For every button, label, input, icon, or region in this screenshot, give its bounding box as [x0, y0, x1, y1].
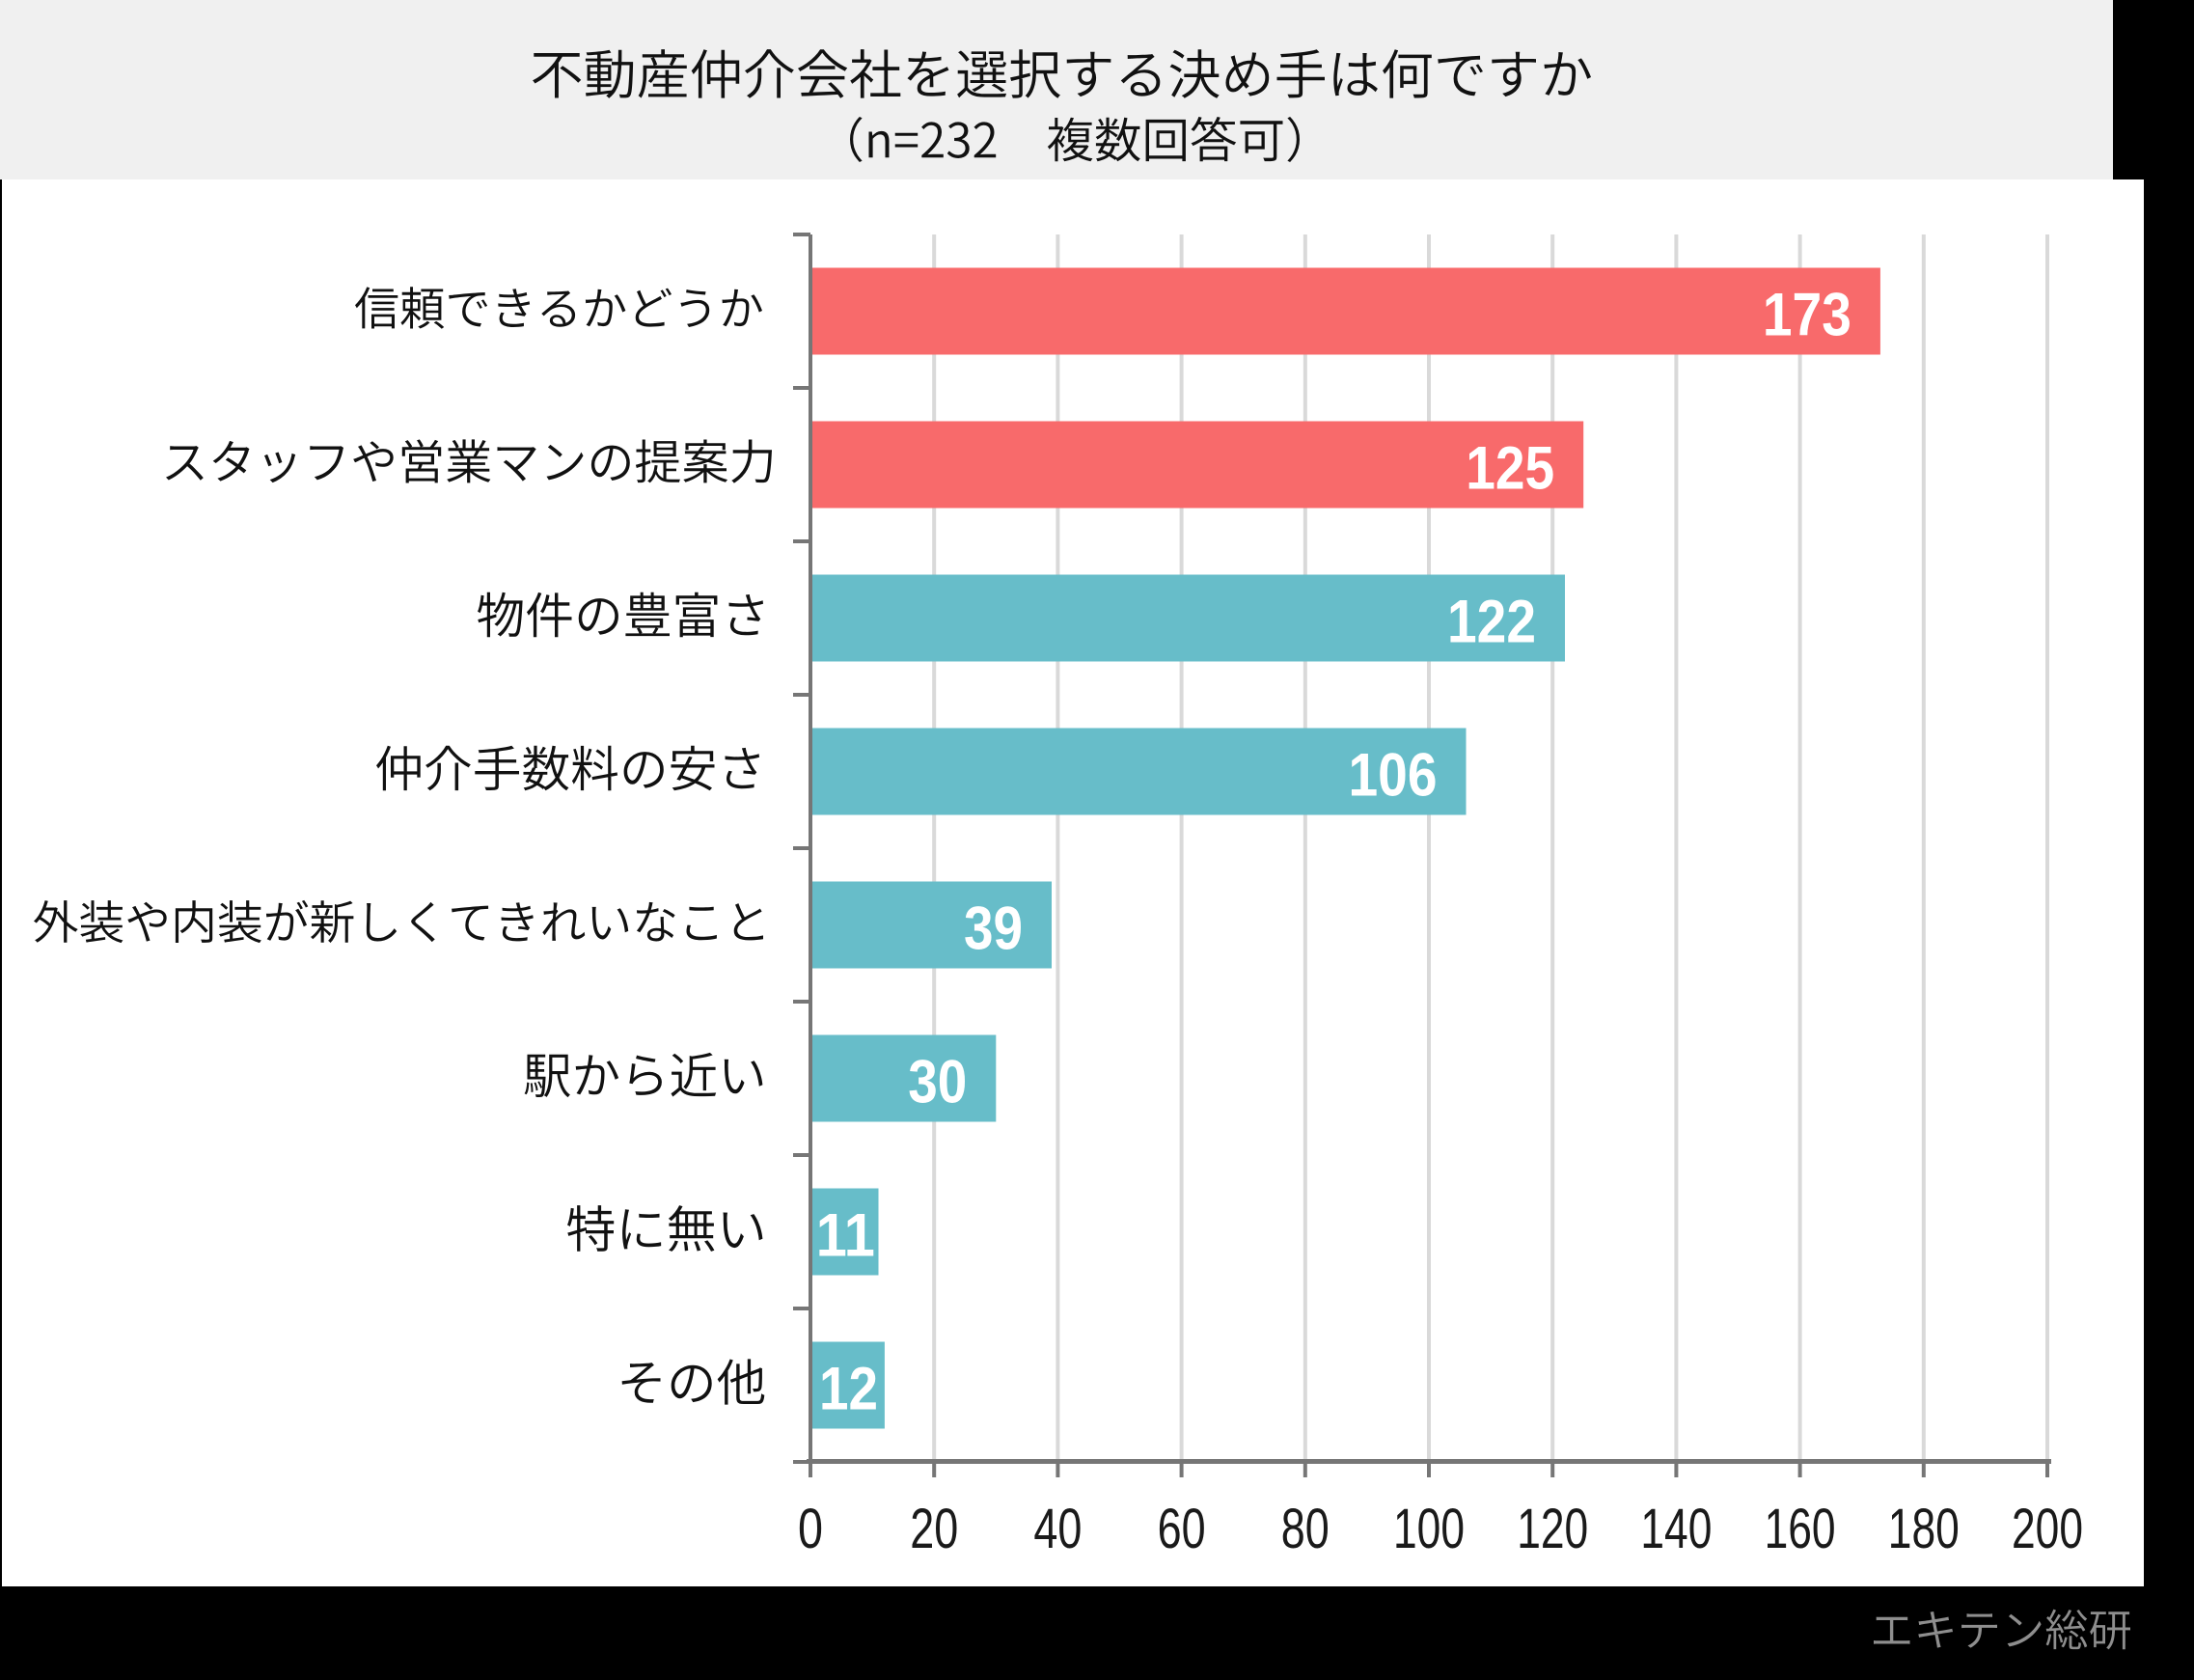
svg-text:11: 11 — [816, 1202, 875, 1270]
svg-text:173: 173 — [1763, 282, 1851, 349]
svg-text:160: 160 — [1765, 1498, 1836, 1560]
svg-text:39: 39 — [964, 895, 1023, 963]
svg-text:180: 180 — [1888, 1498, 1960, 1560]
svg-text:120: 120 — [1517, 1498, 1588, 1560]
svg-text:0: 0 — [798, 1498, 823, 1560]
svg-text:100: 100 — [1393, 1498, 1465, 1560]
svg-text:80: 80 — [1281, 1498, 1330, 1560]
svg-text:30: 30 — [908, 1049, 967, 1116]
svg-text:200: 200 — [2012, 1498, 2083, 1560]
svg-text:60: 60 — [1158, 1498, 1206, 1560]
svg-text:122: 122 — [1447, 589, 1536, 656]
svg-text:12: 12 — [819, 1356, 878, 1423]
svg-text:106: 106 — [1349, 742, 1438, 810]
svg-text:40: 40 — [1033, 1498, 1082, 1560]
svg-text:20: 20 — [910, 1498, 958, 1560]
svg-text:140: 140 — [1640, 1498, 1712, 1560]
svg-text:125: 125 — [1466, 435, 1554, 503]
